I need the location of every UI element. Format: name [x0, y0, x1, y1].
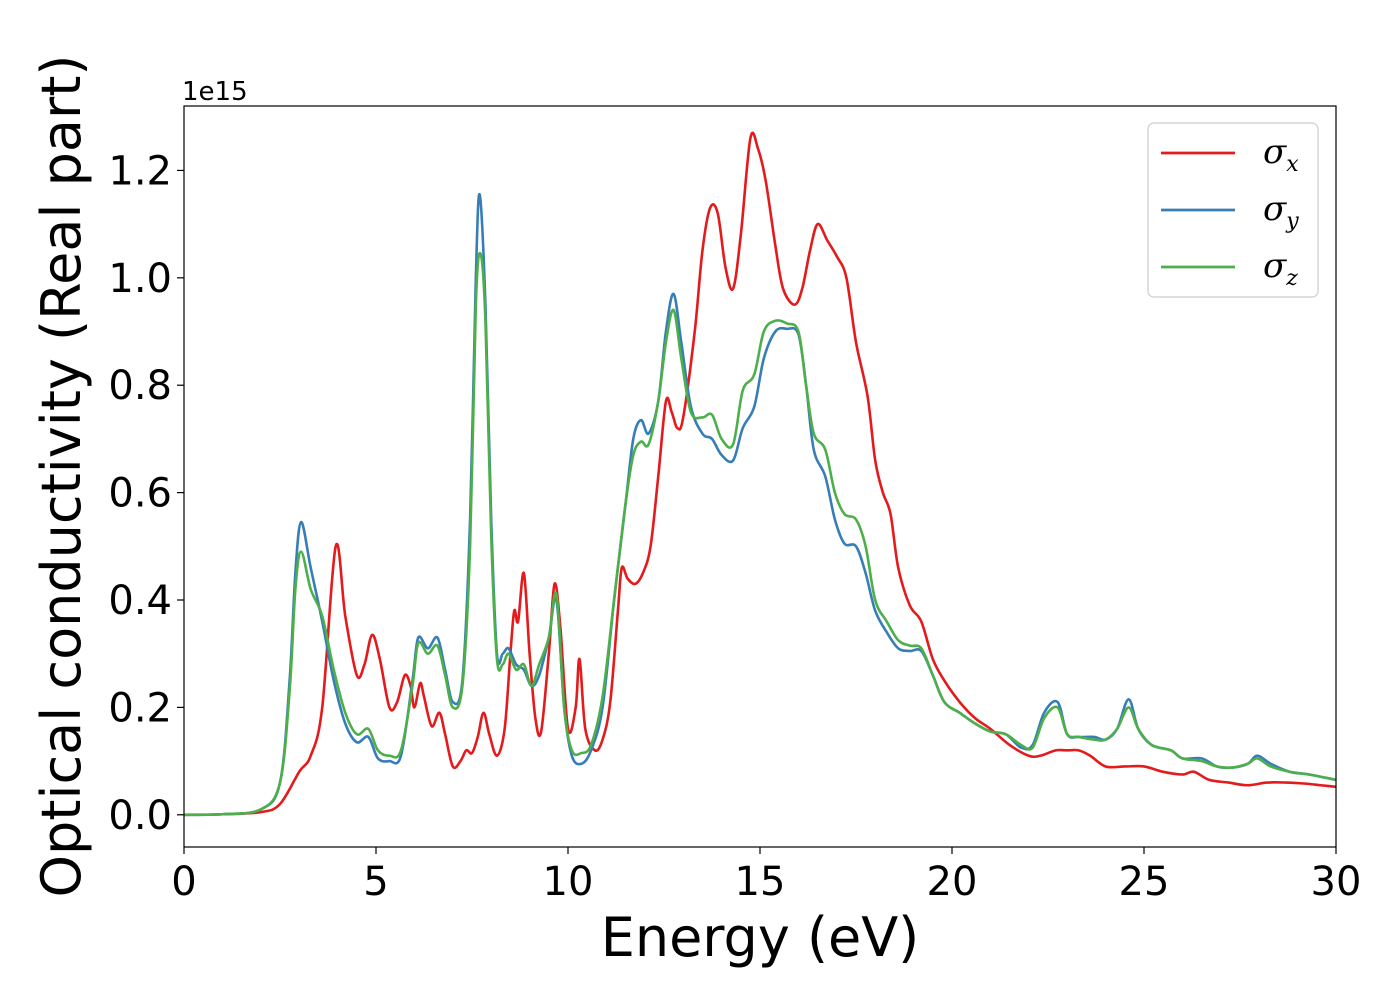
x-axis-ticks: 0 5 10 15 20 25 30	[171, 847, 1361, 905]
y-offset-label: 1e15	[182, 77, 248, 107]
y-tick-label: 0.2	[108, 685, 172, 731]
y-tick-label: 0.0	[108, 793, 172, 839]
x-tick-label: 15	[735, 859, 786, 905]
series-layer	[184, 131, 1336, 817]
x-tick-label: 30	[1311, 859, 1362, 905]
legend-label-y: σy	[1263, 189, 1299, 234]
x-tick-label: 20	[927, 859, 978, 905]
y-tick-label: 0.4	[108, 578, 172, 624]
x-tick-label: 5	[363, 859, 388, 905]
y-tick-label: 0.6	[108, 471, 172, 517]
y-tick-label: 1.2	[108, 148, 172, 194]
x-tick-label: 10	[543, 859, 594, 905]
series-line-x	[184, 131, 1336, 817]
y-tick-label: 0.8	[108, 363, 172, 409]
x-tick-label: 0	[171, 859, 196, 905]
legend: σx σy σz	[1147, 122, 1319, 298]
y-axis-label: Optical conductivity (Real part)	[30, 55, 93, 898]
series-line-z	[184, 251, 1336, 817]
legend-label-z: σz	[1263, 246, 1298, 291]
legend-label-x: σx	[1263, 132, 1299, 177]
x-axis-label: Energy (eV)	[601, 906, 920, 969]
y-tick-label: 1.0	[108, 256, 172, 302]
x-tick-label: 25	[1119, 859, 1170, 905]
y-axis-ticks: 0.0 0.2 0.4 0.6 0.8 1.0 1.2	[108, 148, 184, 839]
